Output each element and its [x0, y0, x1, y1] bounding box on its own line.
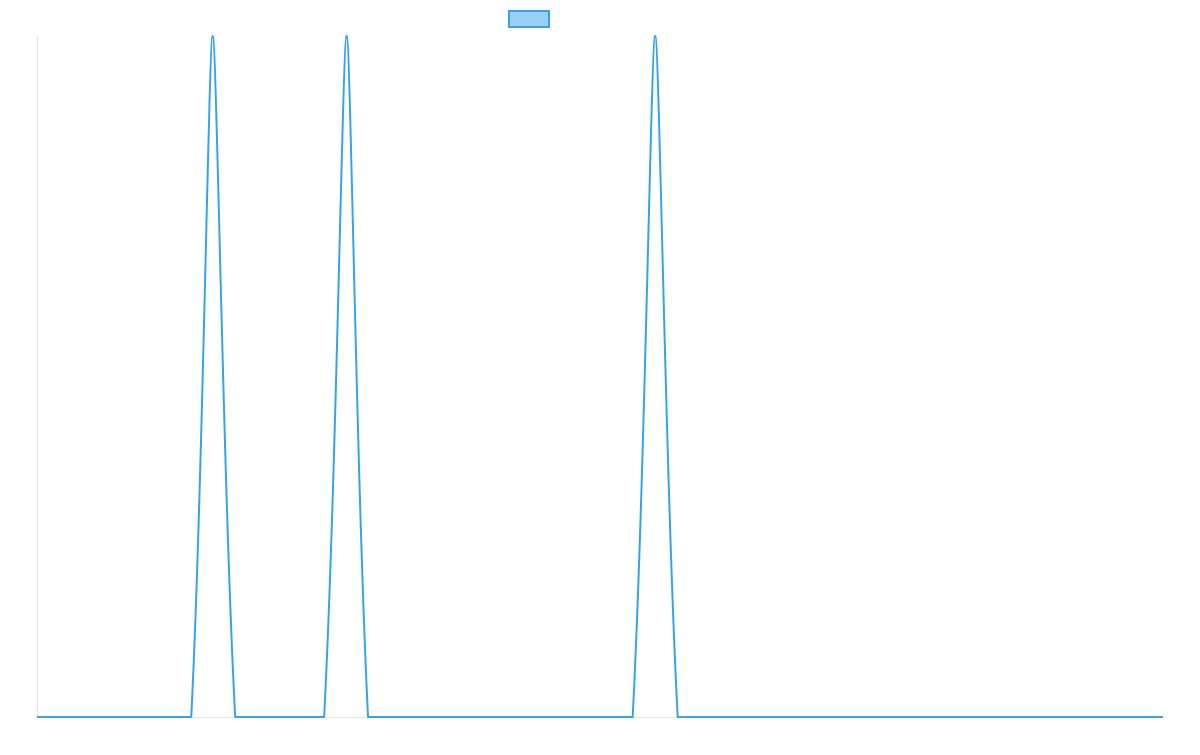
data-point-0-6[interactable] [365, 714, 371, 720]
data-point-0-5[interactable] [344, 33, 350, 39]
series-layer [34, 33, 1166, 720]
series-line-0 [37, 35, 1163, 718]
data-point-0-10[interactable] [1160, 714, 1166, 720]
data-point-0-0[interactable] [34, 714, 40, 720]
data-point-0-3[interactable] [232, 714, 238, 720]
data-point-0-1[interactable] [188, 714, 194, 720]
data-point-0-4[interactable] [321, 714, 327, 720]
legend-swatch[interactable] [508, 10, 550, 28]
data-point-0-7[interactable] [630, 714, 636, 720]
data-point-0-9[interactable] [675, 714, 681, 720]
data-point-0-2[interactable] [210, 33, 216, 39]
data-point-0-8[interactable] [652, 33, 658, 39]
